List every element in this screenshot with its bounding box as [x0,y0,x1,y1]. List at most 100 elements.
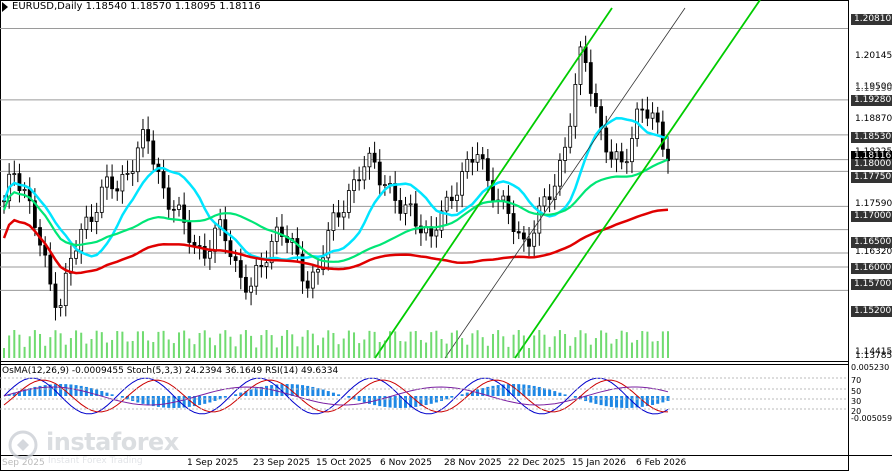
osma-bar [12,392,16,396]
candle-body [521,232,526,240]
osma-bar [280,384,284,396]
osma-bar [270,385,274,396]
volume-bar [646,331,649,358]
level-label: 1.18000 [851,159,892,170]
volume-bar [491,333,494,358]
volume-bar [512,334,515,358]
volume-bar [13,330,16,358]
price-tick: 1.20145 [855,51,892,61]
osma-bar [244,390,248,396]
osma-bar [110,394,114,396]
candle-body [125,173,130,175]
watermark-brand: instaforex [46,428,179,456]
volume-bar [18,334,21,358]
candle-body [53,283,58,308]
volume-bar [342,338,345,358]
volume-bar [507,346,510,358]
volume-bar [394,331,397,358]
price-tick: 1.16320 [855,247,892,257]
candle-body [362,166,367,181]
osma-bar [187,396,191,407]
ema-mid-line [2,158,669,263]
candle-body [192,242,197,246]
level-label: 1.20810 [851,14,892,25]
osma-bar [295,384,299,396]
osma-bar [182,396,186,408]
volume-bar [105,342,108,358]
candle-body [532,232,537,247]
osma-bar [604,396,608,407]
candle-body [346,190,351,213]
candle-body [166,187,171,210]
level-label: 1.16500 [851,237,892,248]
volume-bar [69,338,72,358]
osma-bar [7,394,11,396]
candle-body [202,246,207,259]
date-label: 15 Oct 2025 [316,458,372,468]
candle-body [439,210,444,231]
volume-bar [363,339,366,358]
volume-bar [327,330,330,358]
osma-bar [311,386,315,396]
candle-body [22,189,27,192]
osma-bar [74,385,78,396]
osma-bar [609,396,613,407]
osma-bar [326,391,330,396]
volume-bar [229,336,232,358]
osma-bar [506,384,510,396]
osma-bar [656,396,660,404]
osma-bar [198,396,202,406]
osma-bar [620,396,624,408]
volume-bar [615,338,618,358]
osma-bar [424,396,428,406]
candle-body [568,125,573,148]
volume-bar [430,332,433,358]
volume-bar [111,339,114,358]
osma-bar [357,396,361,402]
osma-bar [141,396,145,404]
osma-bar [100,391,104,396]
instaforex-watermark: instaforex Instant Forex Trading [6,428,186,470]
osma-bar [146,396,150,406]
osma-bar [429,396,433,404]
volume-bar [224,330,227,358]
candle-body [316,269,320,273]
candle-body [99,186,104,213]
osma-bar [234,394,238,396]
candle-body [357,179,362,182]
osma-bar [126,396,130,400]
candle-body [141,129,145,149]
volume-bar [131,340,134,358]
volume-bar [610,343,613,358]
date-label: 22 Dec 2025 [508,458,566,468]
osma-bar [589,396,593,403]
volume-bar [152,342,155,358]
candle-body [187,221,192,243]
osma-bar [651,396,655,406]
level-label: 1.16000 [851,263,892,274]
candle-body [321,257,326,270]
volume-bar [481,337,484,358]
volume-bar [404,341,407,358]
candle-body [259,264,264,267]
volume-bar [75,330,78,358]
osma-bar [553,391,557,396]
volume-bar [244,330,247,358]
osma-bar [625,396,629,408]
volume-bar [322,337,325,358]
volume-bar [90,338,93,358]
volume-bar [558,330,561,358]
candle-body [94,211,99,222]
candle-body [105,176,109,188]
candle-body [161,171,166,189]
osma-bar [393,396,397,408]
candle-body [624,161,629,164]
volume-bar [661,331,664,358]
volume-bar [548,346,551,358]
volume-bar [445,343,448,358]
date-label: 1 Sep 2025 [187,458,239,468]
candle-body [475,154,480,163]
date-label: 15 Jan 2026 [572,458,626,468]
volume-bar [419,339,422,358]
